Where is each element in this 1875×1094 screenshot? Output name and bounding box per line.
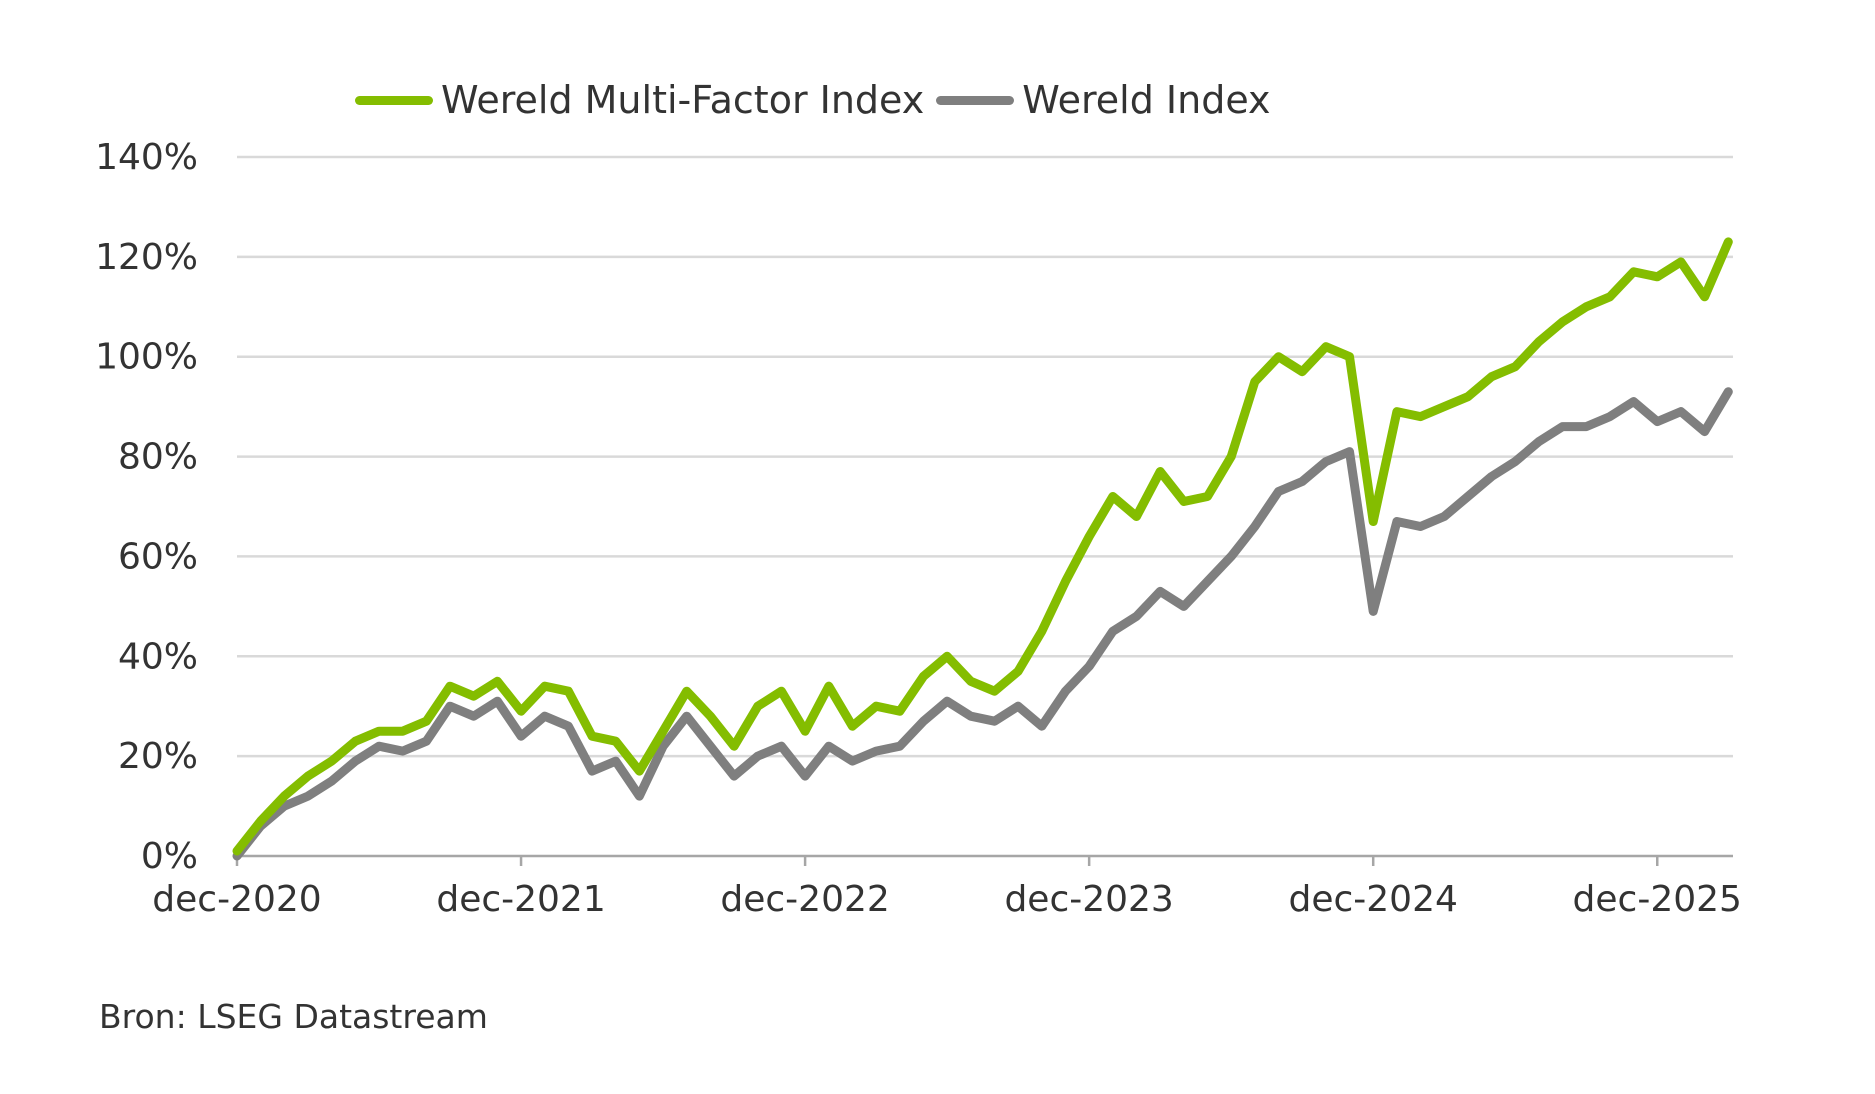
y-tick-label: 140% xyxy=(95,137,198,178)
x-tick-label: dec-2022 xyxy=(720,879,889,920)
legend-swatch-world xyxy=(936,95,1015,105)
legend-label-multi-factor: Wereld Multi-Factor Index xyxy=(441,78,925,122)
series-line-world xyxy=(232,387,1733,861)
source-note: Bron: LSEG Datastream xyxy=(99,997,488,1036)
gridlines xyxy=(237,155,1733,758)
y-tick-label: 120% xyxy=(95,237,198,278)
y-tick-label: 20% xyxy=(118,736,198,777)
series-line-multi-factor xyxy=(232,237,1733,856)
x-tick-label: dec-2020 xyxy=(152,879,321,920)
y-tick-label: 80% xyxy=(118,437,198,478)
x-tick-label: dec-2023 xyxy=(1004,879,1173,920)
x-tick-label: dec-2021 xyxy=(436,879,605,920)
y-axis: 0% 20% 40% 60% 80% 100% 120% 140% xyxy=(95,137,198,877)
y-tick-label: 60% xyxy=(118,536,198,577)
y-tick-label: 100% xyxy=(95,337,198,378)
legend-swatch-multi-factor xyxy=(355,95,433,105)
legend-label-world: Wereld Index xyxy=(1022,78,1271,122)
x-tick-label: dec-2024 xyxy=(1288,879,1457,920)
x-axis: dec-2020 dec-2021 dec-2022 dec-2023 dec-2024… xyxy=(152,854,1742,920)
legend: Wereld Multi-Factor Index Wereld Index xyxy=(355,78,1283,122)
legend-item-world: Wereld Index xyxy=(936,78,1271,122)
x-tick-label: dec-2025 xyxy=(1573,879,1742,920)
y-tick-label: 40% xyxy=(118,636,198,677)
series-group xyxy=(232,237,1733,861)
legend-item-multi-factor: Wereld Multi-Factor Index xyxy=(355,78,924,122)
y-tick-label: 0% xyxy=(141,836,198,877)
